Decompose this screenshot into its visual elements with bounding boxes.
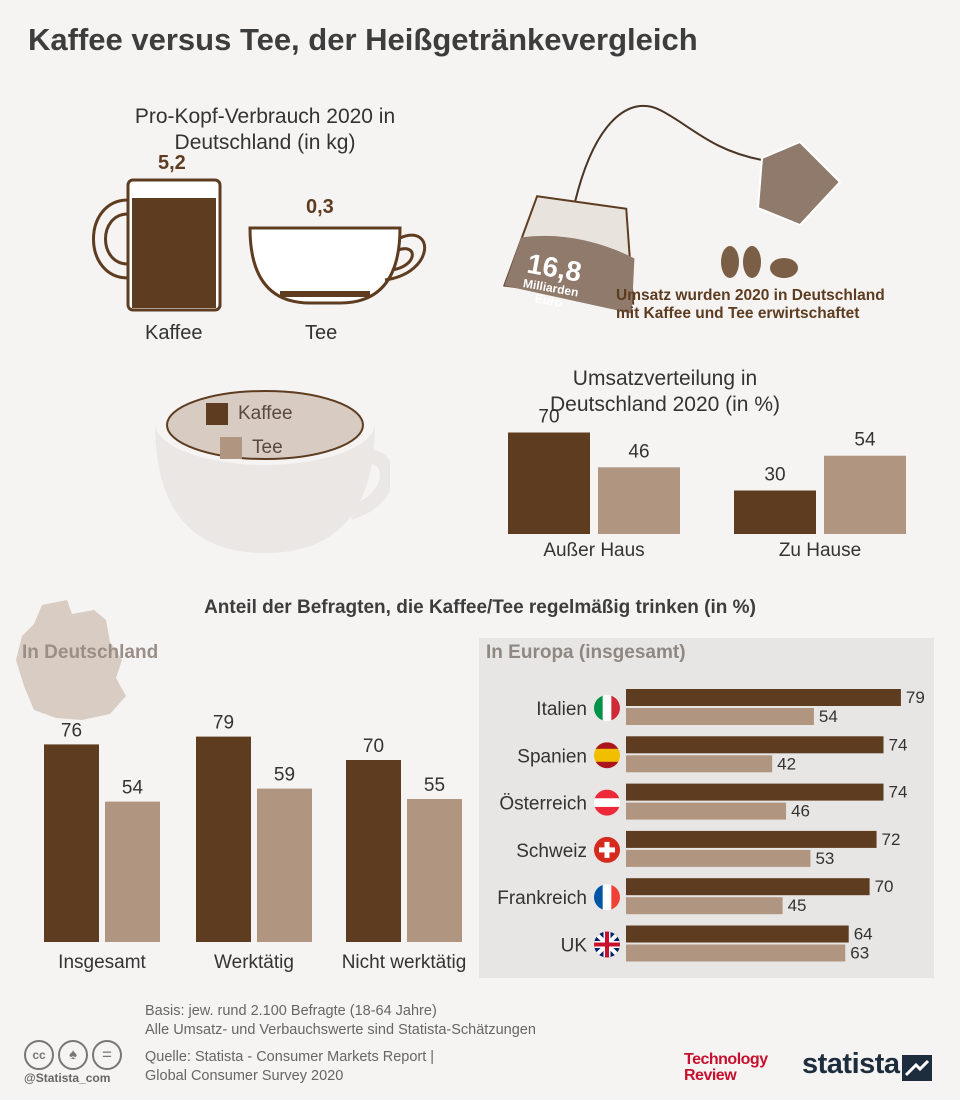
country-label: Frankreich	[497, 888, 587, 909]
attribution-icon: ♠	[58, 1040, 88, 1070]
country-label: Schweiz	[516, 841, 587, 862]
tea-cup-icon	[248, 226, 426, 305]
bar-tee	[626, 708, 814, 725]
category-label: Nicht werktätig	[342, 952, 467, 973]
europe-heading: In Europa (insgesamt)	[486, 642, 686, 663]
tea-bag-illustration	[503, 104, 842, 314]
europe-chart: 79 54 Italien 74 42 Spanien 74 46 Österreich 72 53…	[497, 688, 925, 963]
bar-value-label: 64	[854, 925, 873, 944]
bar-value-label: 30	[764, 465, 785, 486]
bar-tee	[824, 455, 906, 534]
bar-value-label: 70	[363, 736, 384, 757]
flag-icon	[594, 931, 620, 958]
bar-kaffee	[626, 878, 870, 896]
bar-value-label: 53	[815, 849, 834, 868]
category-label: Zu Hause	[779, 540, 861, 561]
coffee-bean-icon	[770, 258, 798, 278]
kaffee-cup-label: Kaffee	[145, 322, 203, 344]
bar-tee	[626, 849, 811, 867]
bar-value-label: 45	[788, 896, 807, 915]
bar-kaffee	[346, 760, 401, 942]
germany-map-icon	[16, 600, 126, 720]
statista-handle: @Statista_com	[24, 1071, 111, 1085]
bar-tee	[105, 801, 160, 942]
bar-kaffee	[196, 736, 251, 942]
category-label: Insgesamt	[58, 952, 146, 973]
bar-kaffee	[626, 925, 849, 943]
bar-value-label: 74	[889, 735, 908, 754]
bar-kaffee	[44, 744, 99, 942]
tee-consumption-fill	[280, 291, 370, 297]
bar-value-label: 76	[61, 720, 82, 741]
kaffee-consumption-value: 5,2	[158, 152, 186, 174]
bar-value-label: 54	[819, 707, 838, 726]
bar-value-label: 70	[875, 877, 894, 896]
bar-value-label: 54	[122, 778, 144, 799]
revenue-split-chart: 70 46 Außer Haus 30 54 Zu Hause	[508, 407, 906, 561]
bar-kaffee	[626, 689, 901, 706]
bar-value-label: 63	[850, 944, 869, 963]
revenue-split-heading: Umsatzverteilung in Deutschland 2020 (in…	[550, 367, 780, 416]
bar-kaffee	[626, 736, 884, 754]
cc-license-icon: cc	[24, 1040, 54, 1070]
bar-value-label: 70	[538, 407, 559, 428]
flag-icon	[594, 789, 620, 816]
bar-value-label: 72	[882, 830, 901, 849]
bar-tee	[626, 944, 846, 962]
country-label: Italien	[536, 699, 587, 720]
technology-review-logo: Technology Review	[684, 1051, 768, 1084]
bar-value-label: 54	[854, 430, 876, 451]
statista-logo-icon	[902, 1055, 932, 1081]
bar-tee	[626, 897, 783, 915]
kaffee-consumption-fill	[132, 198, 216, 308]
bar-value-label: 79	[906, 688, 925, 707]
flag-icon	[594, 742, 620, 769]
bar-tee	[626, 802, 787, 820]
revenue-caption: Umsatz wurden 2020 in Deutschland mit Ka…	[616, 287, 885, 322]
tee-consumption-value: 0,3	[306, 196, 334, 218]
footer-basis: Basis: jew. rund 2.100 Befragte (18-64 J…	[145, 1003, 536, 1038]
country-label: Spanien	[517, 746, 587, 767]
flag-icon	[594, 836, 620, 863]
bar-tee	[598, 467, 680, 534]
country-label: UK	[561, 936, 588, 957]
legend-tee-swatch	[220, 437, 242, 459]
bar-tee	[626, 755, 773, 773]
legend-kaffee-label: Kaffee	[238, 403, 293, 424]
bar-value-label: 79	[213, 713, 234, 734]
category-label: Werktätig	[214, 952, 294, 973]
footer-source: Quelle: Statista - Consumer Markets Repo…	[145, 1049, 435, 1084]
coffee-bean-icon	[721, 246, 739, 278]
bar-value-label: 59	[274, 765, 295, 786]
bar-value-label: 55	[424, 775, 445, 796]
bar-kaffee	[626, 783, 884, 801]
bar-value-label: 42	[777, 754, 796, 773]
bar-tee	[407, 799, 462, 942]
germany-chart: 76 54 Insgesamt 79 59 Werktätig 70 55 Nicht werk…	[44, 713, 467, 973]
legend-kaffee-swatch	[206, 403, 228, 425]
bar-value-label: 74	[889, 783, 908, 802]
page-title: Kaffee versus Tee, der Heißgetränkevergl…	[28, 22, 698, 57]
flag-icon	[594, 695, 620, 721]
coffee-mug-icon	[92, 178, 222, 312]
country-label: Österreich	[499, 794, 587, 815]
legend-tee-label: Tee	[252, 437, 283, 458]
cups-illustration	[92, 178, 426, 312]
category-label: Außer Haus	[543, 540, 644, 561]
flag-icon	[594, 884, 620, 911]
coffee-bean-icon	[743, 246, 761, 278]
germany-heading: In Deutschland	[22, 642, 159, 663]
consumption-heading: Pro-Kopf-Verbrauch 2020 in Deutschland (…	[134, 105, 396, 154]
bar-kaffee	[508, 432, 590, 534]
survey-heading: Anteil der Befragten, die Kaffee/Tee reg…	[204, 597, 756, 618]
tea-tag-icon	[756, 140, 842, 227]
tee-cup-label: Tee	[305, 322, 338, 344]
bar-kaffee	[734, 490, 816, 534]
bar-kaffee	[626, 830, 877, 848]
bar-value-label: 46	[791, 802, 810, 821]
no-derivatives-icon: =	[92, 1040, 122, 1070]
statista-logo: statista	[802, 1048, 900, 1080]
bar-tee	[257, 788, 312, 942]
bar-value-label: 46	[628, 441, 649, 462]
